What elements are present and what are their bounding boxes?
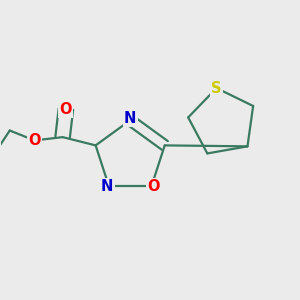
Text: N: N: [124, 111, 136, 126]
Text: O: O: [60, 102, 72, 117]
Text: O: O: [147, 179, 159, 194]
Text: O: O: [28, 133, 41, 148]
Text: S: S: [211, 81, 222, 96]
Text: N: N: [101, 179, 113, 194]
